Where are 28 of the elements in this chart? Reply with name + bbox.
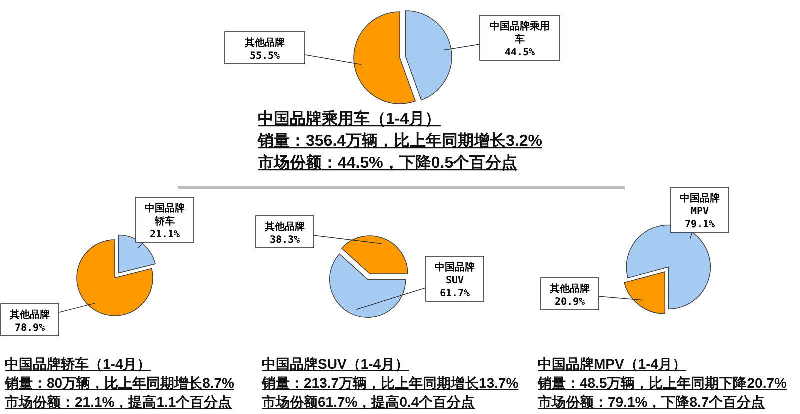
text: 市场份额61.7%，提高0.4个百分点 [261, 394, 476, 410]
text: 销量：213.7万辆，比上年同期增长13.7% [261, 375, 520, 391]
slice-label: 其他品牌 [549, 283, 590, 295]
slice-label: 其他品牌 [9, 309, 50, 321]
data-label: 20.9% [554, 297, 586, 308]
data-label: 44.5% [504, 48, 536, 58]
text: 市场份额：21.1%，提高1.1个百分点 [4, 394, 232, 410]
slice-label: 中国品牌SUV [435, 262, 475, 286]
text: 中国品牌乘用车（1-4月） [258, 110, 442, 128]
slice-label: 中国品牌乘用车 [490, 20, 550, 46]
data-label: 61.7% [440, 288, 470, 300]
data-label: 38.3% [270, 235, 300, 246]
text: 销量：356.4万辆，比上年同期增长3.2% [257, 132, 543, 150]
text: 中国品牌SUV（1-4月） [262, 356, 410, 372]
data-label: 55.5% [250, 51, 280, 62]
slice-label: 其他品牌 [264, 221, 305, 233]
slice-label: 中国品牌MPV [680, 192, 720, 218]
data-label: 78.9% [14, 323, 46, 334]
slice-label: 中国品牌轿车 [145, 202, 185, 228]
text: 销量：48.5万辆，比上年同期下降20.7% [537, 375, 788, 391]
text: 中国品牌MPV（1-4月） [538, 356, 687, 372]
data-label: 21.1% [150, 230, 180, 240]
text: 市场份额：79.1%，下降8.7个百分点 [537, 394, 766, 410]
text: 销量：80万辆，比上年同期增长8.7% [4, 375, 236, 391]
text: 市场份额：44.5%，下降0.5个百分点 [257, 154, 518, 172]
text: 中国品牌轿车（1-4月） [5, 356, 152, 372]
slice-label: 其他品牌 [244, 37, 285, 49]
data-label: 79.1% [684, 220, 716, 230]
